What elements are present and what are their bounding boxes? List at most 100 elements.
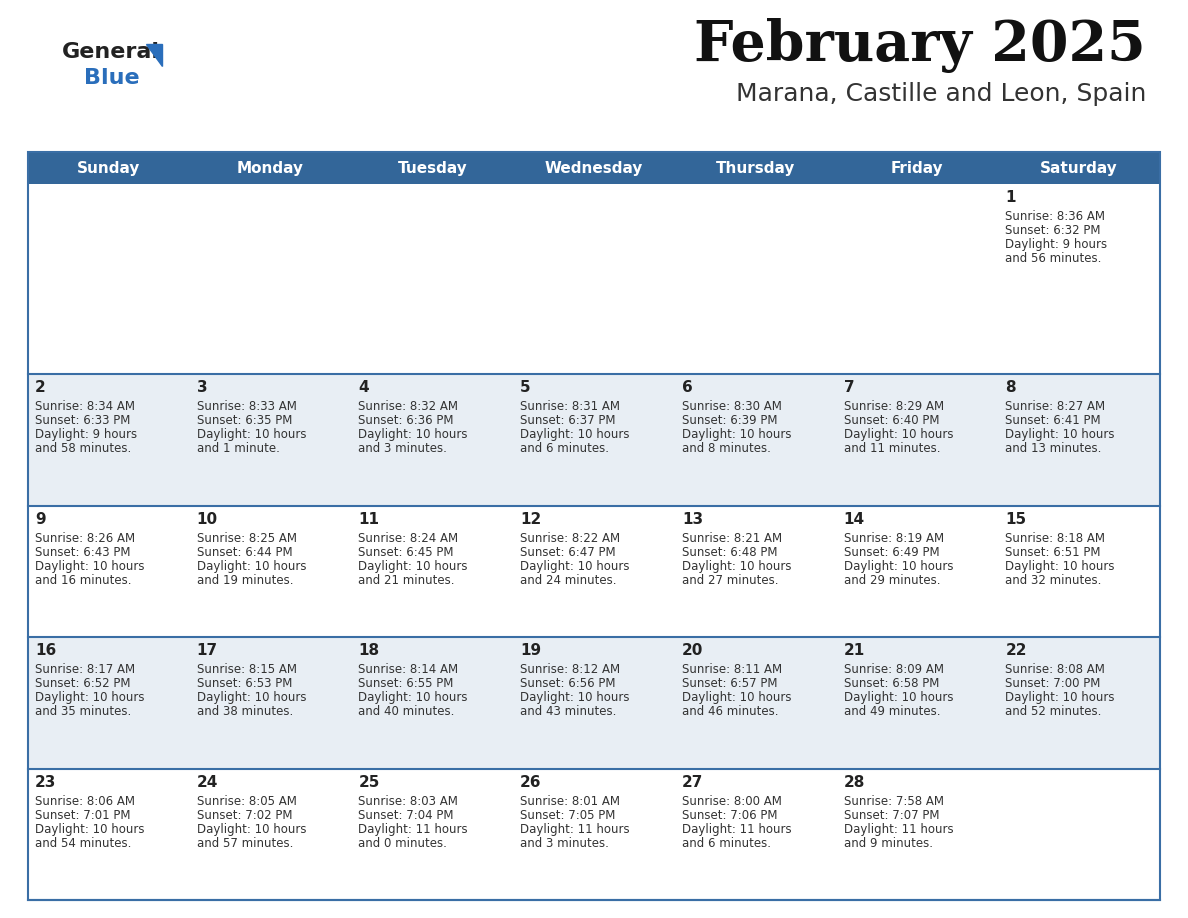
Text: Sunrise: 8:19 AM: Sunrise: 8:19 AM <box>843 532 943 545</box>
Text: 12: 12 <box>520 512 542 527</box>
Text: Daylight: 10 hours: Daylight: 10 hours <box>1005 560 1114 573</box>
Text: Sunrise: 8:21 AM: Sunrise: 8:21 AM <box>682 532 782 545</box>
Text: Sunday: Sunday <box>77 161 140 175</box>
Text: and 6 minutes.: and 6 minutes. <box>682 836 771 850</box>
Text: and 56 minutes.: and 56 minutes. <box>1005 252 1101 265</box>
Text: Sunset: 7:04 PM: Sunset: 7:04 PM <box>359 809 454 822</box>
Text: Sunset: 6:43 PM: Sunset: 6:43 PM <box>34 546 131 559</box>
Text: Sunset: 6:58 PM: Sunset: 6:58 PM <box>843 677 939 690</box>
Bar <box>29 768 1159 900</box>
Text: and 19 minutes.: and 19 minutes. <box>197 574 293 587</box>
Text: 23: 23 <box>34 775 56 789</box>
Text: Sunrise: 8:26 AM: Sunrise: 8:26 AM <box>34 532 135 545</box>
Text: 11: 11 <box>359 512 379 527</box>
Text: Daylight: 11 hours: Daylight: 11 hours <box>359 823 468 835</box>
Text: Sunset: 6:56 PM: Sunset: 6:56 PM <box>520 677 615 690</box>
Text: Sunset: 6:37 PM: Sunset: 6:37 PM <box>520 415 615 428</box>
Text: Sunrise: 8:00 AM: Sunrise: 8:00 AM <box>682 795 782 808</box>
Bar <box>29 375 1159 506</box>
Text: 4: 4 <box>359 380 369 396</box>
Text: 18: 18 <box>359 644 379 658</box>
Text: 10: 10 <box>197 512 217 527</box>
Text: Daylight: 10 hours: Daylight: 10 hours <box>682 691 791 704</box>
Text: Friday: Friday <box>891 161 943 175</box>
Text: Sunrise: 8:03 AM: Sunrise: 8:03 AM <box>359 795 459 808</box>
Text: Daylight: 10 hours: Daylight: 10 hours <box>359 691 468 704</box>
Text: and 21 minutes.: and 21 minutes. <box>359 574 455 587</box>
Text: and 3 minutes.: and 3 minutes. <box>520 836 609 850</box>
Text: Daylight: 9 hours: Daylight: 9 hours <box>34 429 137 442</box>
Text: Daylight: 10 hours: Daylight: 10 hours <box>682 429 791 442</box>
Text: 19: 19 <box>520 644 542 658</box>
Text: Daylight: 10 hours: Daylight: 10 hours <box>843 429 953 442</box>
Text: Sunrise: 8:27 AM: Sunrise: 8:27 AM <box>1005 400 1105 413</box>
Text: Daylight: 10 hours: Daylight: 10 hours <box>843 691 953 704</box>
Text: and 43 minutes.: and 43 minutes. <box>520 705 617 718</box>
Text: Daylight: 10 hours: Daylight: 10 hours <box>197 560 307 573</box>
Text: Daylight: 10 hours: Daylight: 10 hours <box>197 823 307 835</box>
Text: Marana, Castille and Leon, Spain: Marana, Castille and Leon, Spain <box>735 82 1146 106</box>
Text: and 0 minutes.: and 0 minutes. <box>359 836 448 850</box>
Text: and 13 minutes.: and 13 minutes. <box>1005 442 1101 455</box>
Text: and 52 minutes.: and 52 minutes. <box>1005 705 1101 718</box>
Text: Daylight: 10 hours: Daylight: 10 hours <box>520 560 630 573</box>
Text: Sunset: 6:39 PM: Sunset: 6:39 PM <box>682 415 777 428</box>
Text: 26: 26 <box>520 775 542 789</box>
Text: Sunrise: 8:09 AM: Sunrise: 8:09 AM <box>843 663 943 677</box>
Text: Sunset: 6:49 PM: Sunset: 6:49 PM <box>843 546 940 559</box>
Text: 27: 27 <box>682 775 703 789</box>
Text: General: General <box>62 42 160 62</box>
Text: 3: 3 <box>197 380 208 396</box>
Text: 25: 25 <box>359 775 380 789</box>
Text: Daylight: 10 hours: Daylight: 10 hours <box>1005 429 1114 442</box>
Text: 6: 6 <box>682 380 693 396</box>
Bar <box>29 184 1159 375</box>
Text: 1: 1 <box>1005 190 1016 205</box>
Text: Thursday: Thursday <box>716 161 796 175</box>
Text: Daylight: 11 hours: Daylight: 11 hours <box>843 823 953 835</box>
Text: Sunrise: 8:24 AM: Sunrise: 8:24 AM <box>359 532 459 545</box>
Text: Sunset: 6:41 PM: Sunset: 6:41 PM <box>1005 415 1101 428</box>
Bar <box>29 152 1159 184</box>
Text: 8: 8 <box>1005 380 1016 396</box>
Text: Sunset: 6:53 PM: Sunset: 6:53 PM <box>197 677 292 690</box>
Text: Sunset: 6:33 PM: Sunset: 6:33 PM <box>34 415 131 428</box>
Text: Sunrise: 8:01 AM: Sunrise: 8:01 AM <box>520 795 620 808</box>
Text: and 8 minutes.: and 8 minutes. <box>682 442 771 455</box>
Text: Sunset: 6:40 PM: Sunset: 6:40 PM <box>843 415 939 428</box>
Text: Daylight: 11 hours: Daylight: 11 hours <box>682 823 791 835</box>
Text: Sunset: 6:36 PM: Sunset: 6:36 PM <box>359 415 454 428</box>
Text: and 32 minutes.: and 32 minutes. <box>1005 574 1101 587</box>
Text: Tuesday: Tuesday <box>398 161 467 175</box>
Text: Sunset: 6:52 PM: Sunset: 6:52 PM <box>34 677 131 690</box>
Text: Sunset: 7:00 PM: Sunset: 7:00 PM <box>1005 677 1100 690</box>
Text: Sunrise: 8:29 AM: Sunrise: 8:29 AM <box>843 400 943 413</box>
Text: Daylight: 10 hours: Daylight: 10 hours <box>359 429 468 442</box>
Text: Sunrise: 7:58 AM: Sunrise: 7:58 AM <box>843 795 943 808</box>
Text: February 2025: February 2025 <box>694 18 1146 73</box>
Text: Sunset: 6:45 PM: Sunset: 6:45 PM <box>359 546 454 559</box>
Text: Daylight: 9 hours: Daylight: 9 hours <box>1005 238 1107 251</box>
Text: Sunrise: 8:05 AM: Sunrise: 8:05 AM <box>197 795 297 808</box>
Text: Sunset: 7:01 PM: Sunset: 7:01 PM <box>34 809 131 822</box>
Text: and 35 minutes.: and 35 minutes. <box>34 705 131 718</box>
Text: Sunset: 6:51 PM: Sunset: 6:51 PM <box>1005 546 1101 559</box>
Text: and 16 minutes.: and 16 minutes. <box>34 574 132 587</box>
Text: Sunset: 7:05 PM: Sunset: 7:05 PM <box>520 809 615 822</box>
Text: Daylight: 10 hours: Daylight: 10 hours <box>34 560 145 573</box>
Text: 24: 24 <box>197 775 219 789</box>
Text: and 58 minutes.: and 58 minutes. <box>34 442 131 455</box>
Text: 5: 5 <box>520 380 531 396</box>
Text: Sunrise: 8:30 AM: Sunrise: 8:30 AM <box>682 400 782 413</box>
Text: 7: 7 <box>843 380 854 396</box>
Text: Daylight: 10 hours: Daylight: 10 hours <box>34 691 145 704</box>
Text: Sunrise: 8:17 AM: Sunrise: 8:17 AM <box>34 663 135 677</box>
Text: Sunrise: 8:31 AM: Sunrise: 8:31 AM <box>520 400 620 413</box>
Bar <box>29 506 1159 637</box>
Text: Daylight: 10 hours: Daylight: 10 hours <box>34 823 145 835</box>
Bar <box>29 152 1159 900</box>
Text: Sunset: 6:44 PM: Sunset: 6:44 PM <box>197 546 292 559</box>
Text: and 9 minutes.: and 9 minutes. <box>843 836 933 850</box>
Text: and 6 minutes.: and 6 minutes. <box>520 442 609 455</box>
Text: Sunrise: 8:34 AM: Sunrise: 8:34 AM <box>34 400 135 413</box>
